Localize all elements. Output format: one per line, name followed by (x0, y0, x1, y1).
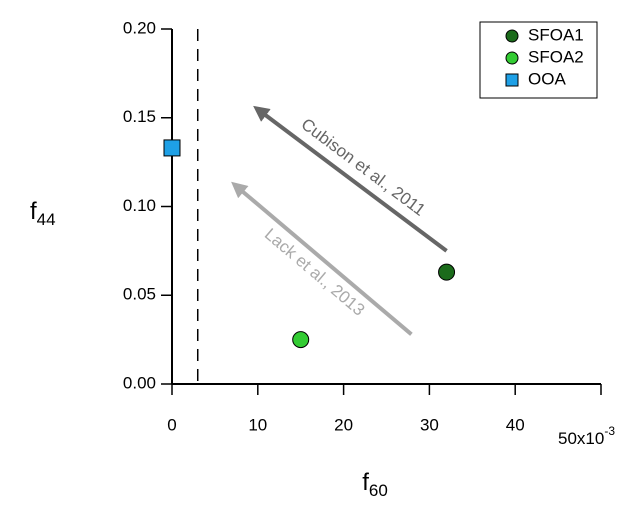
legend-label: OOA (528, 69, 566, 88)
x-tick-label: 40 (506, 415, 525, 434)
legend-marker (505, 29, 519, 43)
x-tick-label: 50x10-3 (558, 424, 615, 448)
legend-box (479, 21, 598, 99)
legend-label: SFOA1 (528, 25, 584, 44)
legend-label: SFOA2 (528, 47, 584, 66)
y-tick-label: 0.10 (123, 196, 156, 215)
legend-marker (505, 51, 519, 65)
x-tick-label: 10 (248, 415, 267, 434)
x-tick-label-base: 50x10 (558, 429, 604, 448)
point (163, 139, 181, 157)
y-tick-label: 0.20 (123, 18, 156, 37)
x-tick-label: 20 (334, 415, 353, 434)
y-tick-label: 0.00 (123, 373, 156, 392)
x-tick-label: 0 (167, 415, 176, 434)
point (292, 331, 310, 349)
y-tick-label: 0.05 (123, 285, 156, 304)
annotation: Lack et al., 2013 (261, 225, 369, 320)
point (438, 263, 456, 281)
annotation: Cubison et al., 2011 (298, 115, 429, 220)
legend-marker (505, 73, 519, 87)
y-tick-label: 0.15 (123, 107, 156, 126)
x-tick-label: 30 (420, 415, 439, 434)
y-axis-label: f44 (30, 198, 56, 229)
arrow (253, 105, 448, 253)
x-tick-exponent: -3 (604, 424, 615, 438)
arrow (231, 181, 413, 336)
x-axis-label: f60 (362, 469, 388, 500)
